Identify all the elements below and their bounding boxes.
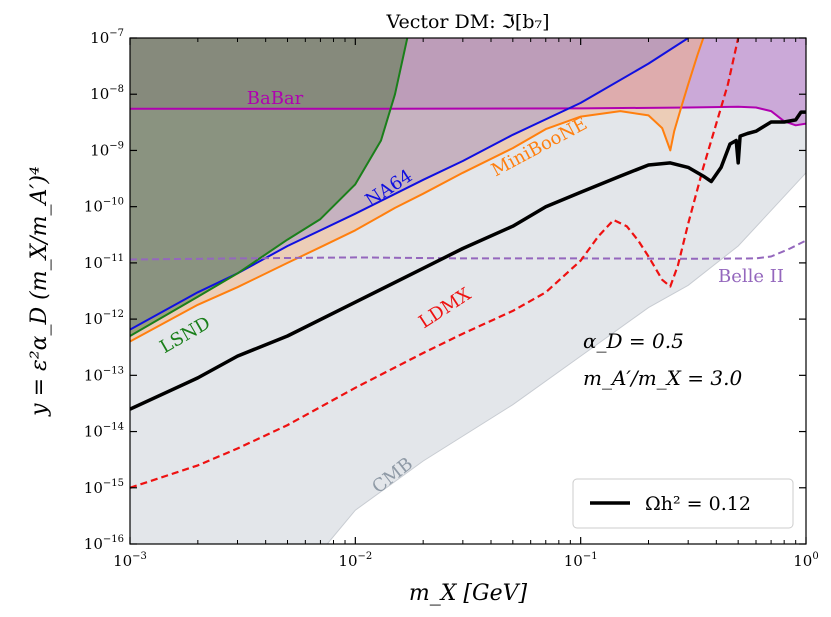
x-tick-base: 10 [113, 552, 132, 570]
y-tick-label: 10−12 [84, 309, 124, 328]
y-tick-label: 10−9 [90, 140, 124, 159]
x-tick-exp: −2 [358, 551, 373, 562]
legend: Ωh² = 0.12 [572, 478, 794, 529]
x-axis-label-text: m_X [GeV] [409, 581, 528, 606]
y-tick-base: 10 [84, 254, 103, 272]
legend-relic-label: Ωh² = 0.12 [645, 493, 751, 515]
y-tick-label: 10−8 [90, 84, 124, 103]
mass-ratio-annotation-text: m_A′/m_X = 3.0 [583, 366, 742, 390]
y-tick-label: 10−11 [84, 253, 124, 272]
y-tick-label: 10−10 [84, 197, 124, 216]
chart-title: Vector DM: ℑ[b₇] [385, 11, 549, 33]
plot-frame [129, 37, 807, 545]
y-tick-label: 10−16 [84, 534, 124, 553]
series-line-lsnd [130, 38, 409, 337]
y-tick-exp: −13 [103, 365, 124, 376]
x-tick-base: 10 [338, 552, 357, 570]
series-line-relic [130, 110, 806, 411]
series-line-ldmx [130, 38, 740, 489]
y-tick-base: 10 [84, 366, 103, 384]
legend-box [572, 478, 794, 529]
cmb-region [327, 172, 806, 544]
mass-ratio-annotation: m_A′/m_X = 3.0 [583, 366, 742, 390]
x-tick-exp: 0 [812, 551, 818, 562]
x-tick-label: 10−2 [338, 551, 372, 570]
exclusion-regions [130, 38, 806, 544]
x-axis-label: m_X [GeV] [409, 581, 528, 606]
y-tick-exp: −15 [103, 478, 124, 489]
x-tick-label: 10−1 [564, 551, 598, 570]
label-belle2: Belle II [718, 266, 784, 287]
alpha-d-annotation: α_D = 0.5 [583, 329, 684, 353]
label-babar: BaBar [247, 88, 304, 109]
axes: 10−3 10−2 10−1 10010−1610−1510−1410−1310−12… [84, 28, 819, 570]
y-tick-exp: −9 [109, 140, 124, 151]
legend-relic-label-text: Ωh² = 0.12 [645, 493, 751, 515]
series-line-belle2 [130, 239, 806, 261]
series-line-na64 [130, 38, 689, 331]
y-tick-exp: −16 [103, 534, 124, 545]
y-tick-base: 10 [84, 423, 103, 441]
y-tick-base: 10 [90, 29, 109, 47]
x-tick-exp: −1 [583, 551, 598, 562]
y-tick-base: 10 [84, 479, 103, 497]
y-tick-exp: −7 [109, 28, 124, 39]
y-tick-base: 10 [84, 535, 103, 553]
x-tick-label: 100 [793, 551, 818, 570]
x-tick-base: 10 [564, 552, 583, 570]
y-tick-exp: −10 [103, 197, 124, 208]
y-tick-base: 10 [90, 85, 109, 103]
x-tick-base: 10 [793, 552, 812, 570]
series-line-babar [130, 105, 806, 127]
y-axis-label: y = ε²α_D (m_X/m_A′)⁴ [27, 166, 52, 417]
constraint-curves [130, 38, 806, 489]
cmb-boundary [326, 172, 806, 544]
y-tick-label: 10−7 [90, 28, 124, 47]
y-tick-exp: −14 [103, 422, 124, 433]
x-tick-label: 10−3 [113, 551, 147, 570]
y-tick-base: 10 [90, 141, 109, 159]
y-tick-label: 10−14 [84, 422, 124, 441]
y-tick-exp: −8 [109, 84, 124, 95]
x-tick-exp: −3 [132, 551, 147, 562]
y-axis-label-text: y = ε²α_D (m_X/m_A′)⁴ [27, 166, 52, 417]
y-tick-exp: −11 [103, 253, 124, 264]
y-tick-base: 10 [84, 310, 103, 328]
y-tick-label: 10−13 [84, 365, 124, 384]
y-tick-base: 10 [84, 198, 103, 216]
y-tick-label: 10−15 [84, 478, 124, 497]
y-tick-exp: −12 [103, 309, 124, 320]
lsnd-region [130, 38, 408, 336]
alpha-d-annotation-text: α_D = 0.5 [583, 329, 684, 353]
chart-title-text: Vector DM: ℑ[b₇] [385, 11, 549, 33]
